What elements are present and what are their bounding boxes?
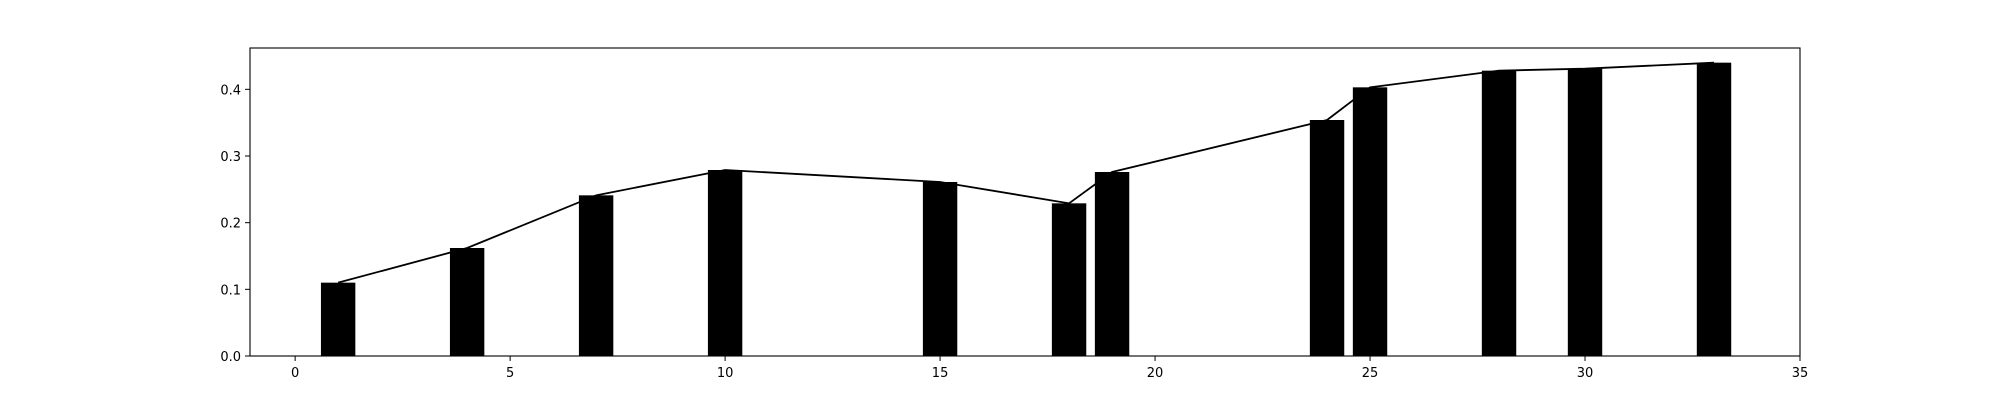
line-layer xyxy=(337,61,1715,284)
x-tick-label: 10 xyxy=(717,366,734,381)
bars-layer xyxy=(320,62,1732,357)
x-tick-label: 30 xyxy=(1577,366,1594,381)
x-tick-label: 35 xyxy=(1792,366,1809,381)
bar xyxy=(1696,62,1732,357)
y-tick-label: 0.3 xyxy=(220,150,241,165)
bar xyxy=(1352,87,1388,356)
y-tick-label: 0.1 xyxy=(220,283,241,298)
x-axis: 0 5 10 15 20 25 30 35 xyxy=(291,356,1808,381)
bar xyxy=(922,182,958,356)
x-tick-label: 0 xyxy=(291,366,299,381)
y-tick-label: 0.0 xyxy=(220,350,241,365)
y-tick-label: 0.2 xyxy=(220,217,241,232)
x-tick-label: 25 xyxy=(1362,366,1379,381)
x-tick-label: 20 xyxy=(1147,366,1164,381)
bar xyxy=(1094,172,1130,356)
bar xyxy=(707,170,743,356)
x-tick-label: 15 xyxy=(932,366,949,381)
y-tick-label: 0.4 xyxy=(220,83,241,98)
bar xyxy=(578,195,614,356)
series-line xyxy=(337,61,1715,284)
bar xyxy=(1567,68,1603,357)
bar xyxy=(1481,70,1517,357)
x-tick-label: 5 xyxy=(506,366,514,381)
plot-frame xyxy=(249,47,1801,357)
y-axis: 0.0 0.1 0.2 0.3 0.4 xyxy=(220,83,250,365)
bar xyxy=(1051,203,1087,356)
bar xyxy=(320,282,356,356)
bar xyxy=(1309,120,1345,356)
bar xyxy=(449,248,485,356)
